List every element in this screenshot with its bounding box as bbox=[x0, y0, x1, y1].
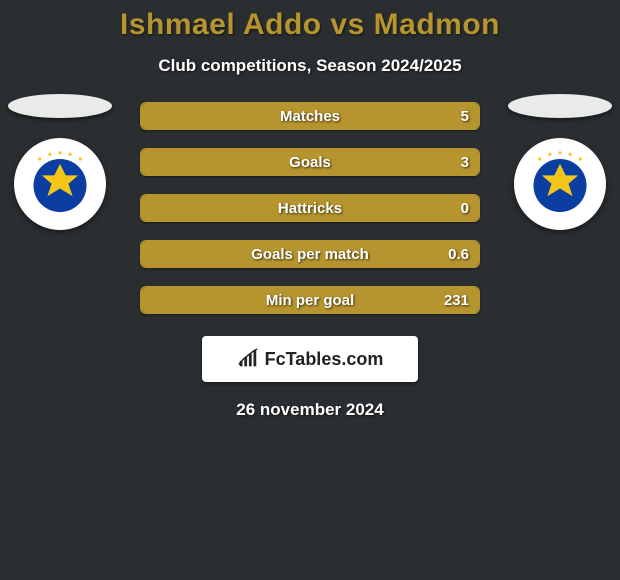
bar-chart-icon bbox=[237, 348, 259, 370]
stat-row: Goals3 bbox=[140, 148, 480, 176]
stat-label: Hattricks bbox=[191, 200, 429, 217]
stat-label: Matches bbox=[191, 108, 429, 125]
stat-value-right: 3 bbox=[429, 154, 479, 171]
maccabi-badge-icon bbox=[521, 145, 599, 223]
stat-row: Goals per match0.6 bbox=[140, 240, 480, 268]
player-left-silhouette bbox=[8, 94, 112, 118]
comparison-card: Ishmael Addo vs Madmon Club competitions… bbox=[0, 0, 620, 580]
player-right-club-badge bbox=[514, 138, 606, 230]
player-left-club-badge bbox=[14, 138, 106, 230]
player-right-silhouette bbox=[508, 94, 612, 118]
stat-value-right: 0 bbox=[429, 200, 479, 217]
stat-list: Matches5Goals3Hattricks0Goals per match0… bbox=[140, 100, 480, 314]
stat-label: Min per goal bbox=[191, 292, 429, 309]
stat-row: Min per goal231 bbox=[140, 286, 480, 314]
page-subtitle: Club competitions, Season 2024/2025 bbox=[0, 56, 620, 76]
page-title: Ishmael Addo vs Madmon bbox=[0, 0, 620, 42]
stat-row: Hattricks0 bbox=[140, 194, 480, 222]
branding-box: FcTables.com bbox=[202, 336, 418, 382]
footer-date: 26 november 2024 bbox=[0, 400, 620, 420]
player-left-column bbox=[0, 94, 120, 230]
stat-value-right: 231 bbox=[429, 292, 479, 309]
stat-label: Goals bbox=[191, 154, 429, 171]
maccabi-badge-icon bbox=[21, 145, 99, 223]
branding-text: FcTables.com bbox=[265, 349, 384, 370]
stat-value-right: 0.6 bbox=[429, 246, 479, 263]
player-right-column bbox=[500, 94, 620, 230]
compare-area: Matches5Goals3Hattricks0Goals per match0… bbox=[0, 100, 620, 314]
stat-label: Goals per match bbox=[191, 246, 429, 263]
stat-value-right: 5 bbox=[429, 108, 479, 125]
stat-row: Matches5 bbox=[140, 102, 480, 130]
